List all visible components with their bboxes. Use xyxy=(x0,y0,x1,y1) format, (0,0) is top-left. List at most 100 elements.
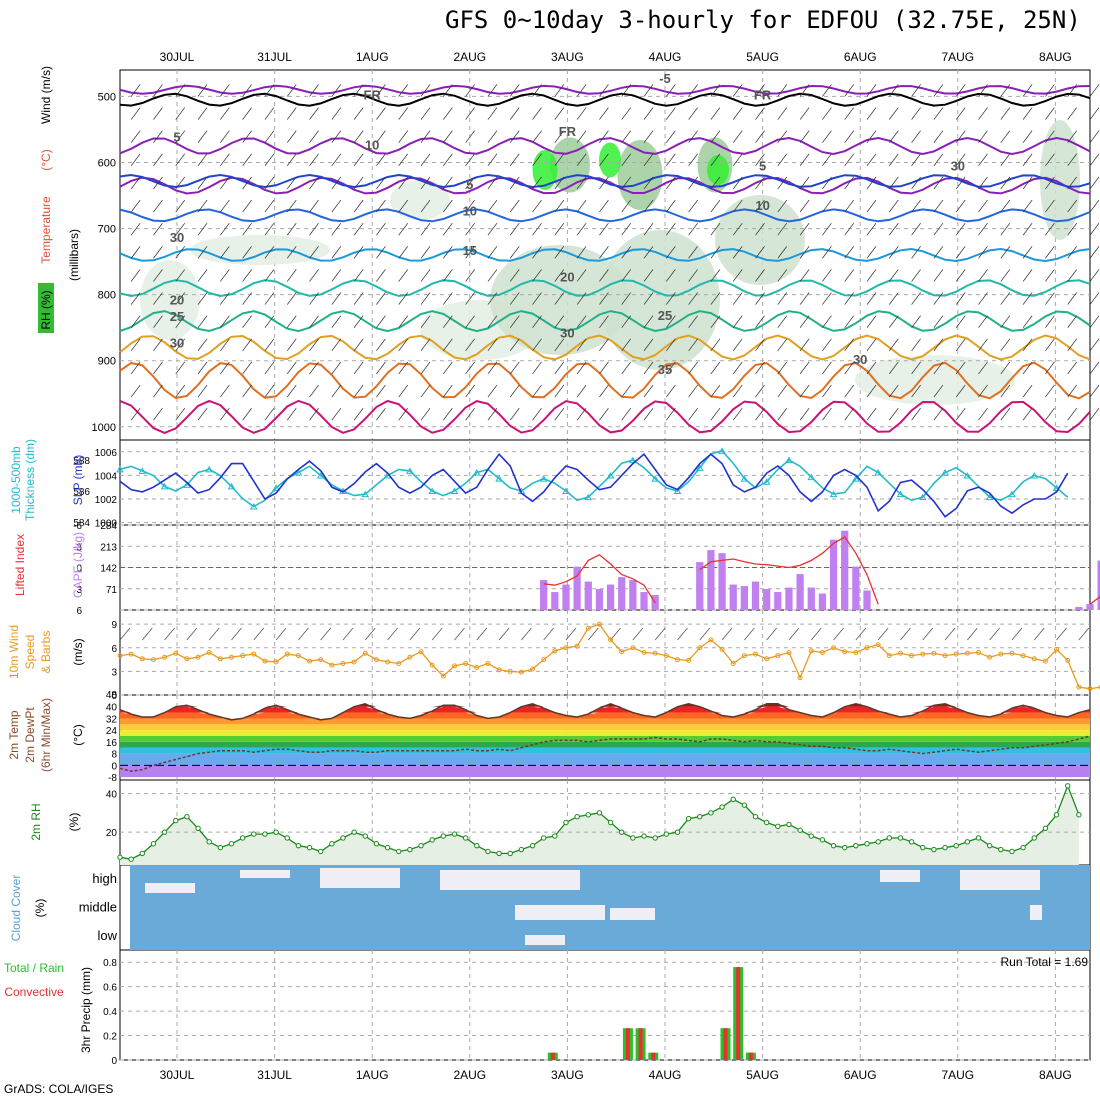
wind-barb xyxy=(933,107,944,120)
precip-convective-bar xyxy=(723,1028,728,1060)
wind-barb xyxy=(509,338,520,352)
rh-point xyxy=(920,844,926,851)
wind-speed-point xyxy=(351,659,357,665)
cloud-gap xyxy=(320,868,400,888)
wind-barb xyxy=(554,107,565,120)
wind-barb xyxy=(888,361,899,375)
wind-barb xyxy=(755,199,765,213)
thickness-point xyxy=(673,487,682,494)
rh-point xyxy=(741,802,748,808)
wind-barb xyxy=(1089,222,1100,236)
wind-barb xyxy=(844,384,855,398)
wind-barb xyxy=(376,199,386,213)
wind-barb xyxy=(710,107,721,120)
wind10m-axis-label-2: Speed xyxy=(23,635,37,670)
wind-barb xyxy=(331,292,342,305)
wind-barb xyxy=(710,246,721,259)
wind-barb xyxy=(688,361,698,375)
cape-tick-label: 142 xyxy=(100,564,117,575)
wind-barb xyxy=(309,361,319,375)
cloud-area xyxy=(130,865,1090,950)
wind-barb xyxy=(220,130,230,143)
cape-bar xyxy=(1097,560,1100,610)
wind-barb xyxy=(844,407,855,421)
wind-barb xyxy=(231,627,242,641)
wind-barb xyxy=(822,176,832,190)
li-tick-label: -3 xyxy=(73,542,82,553)
wind-barb xyxy=(398,338,409,352)
bottom-date-label: 31JUL xyxy=(257,1068,292,1082)
wind-barb xyxy=(220,84,230,97)
wind-barb xyxy=(866,384,877,398)
wind-barb xyxy=(197,292,208,305)
cape-bar xyxy=(551,592,559,610)
wind-speed-point xyxy=(663,653,669,659)
wind-speed-point xyxy=(630,645,636,651)
wind-barb xyxy=(264,361,275,375)
wind-speed-point xyxy=(396,661,402,667)
wind-barb xyxy=(955,199,966,213)
wind-speed-point xyxy=(262,658,268,664)
wind-barb xyxy=(933,407,944,421)
wind-barb xyxy=(197,130,208,143)
wind-barb xyxy=(264,269,275,282)
cape-bar xyxy=(640,592,648,610)
wind-barb xyxy=(643,130,654,143)
wind-speed-point xyxy=(964,650,970,656)
wind-barb xyxy=(1000,384,1011,398)
wind-barb xyxy=(242,407,252,421)
wind-barb xyxy=(398,222,409,236)
wind-barb xyxy=(888,384,899,398)
wind-barb xyxy=(509,246,520,259)
wind-barb xyxy=(978,130,988,143)
wind-barb xyxy=(699,627,711,641)
wind-barb xyxy=(242,269,252,282)
cape-bar xyxy=(584,581,592,610)
wind-barb xyxy=(175,269,186,282)
wind-speed-point xyxy=(117,653,123,659)
wind-barb xyxy=(1045,222,1055,236)
wind-barb xyxy=(710,407,721,421)
wind-barb xyxy=(376,407,386,421)
wind-barb xyxy=(1045,176,1055,190)
wind-barb xyxy=(777,269,788,282)
wind-barb xyxy=(175,107,186,120)
wind-barb xyxy=(420,384,431,398)
wind-barb xyxy=(331,384,342,398)
cape-bar xyxy=(1086,604,1094,610)
wind-barb xyxy=(888,153,899,167)
rh-point xyxy=(239,835,246,841)
wind-barb xyxy=(298,627,309,641)
isotherm-line xyxy=(119,176,1091,195)
wind-speed-point xyxy=(574,643,580,649)
wind-barb xyxy=(342,627,354,641)
rh-point xyxy=(195,825,201,831)
thickness-point xyxy=(918,493,927,501)
rh-point xyxy=(953,842,959,849)
contour-label: FR xyxy=(559,124,577,139)
wind-barb xyxy=(1067,292,1078,305)
cape-bar xyxy=(841,530,849,610)
wind-barb xyxy=(398,84,409,97)
wind-speed-point xyxy=(931,650,937,656)
wind-barb xyxy=(1000,269,1011,282)
wind-barb xyxy=(599,269,609,282)
wind-barb xyxy=(309,222,319,236)
rh-point xyxy=(262,831,268,837)
wind-barb xyxy=(309,246,319,259)
rh-point xyxy=(652,835,658,841)
wind-barb xyxy=(532,269,542,282)
bottom-date-label: 4AUG xyxy=(649,1068,682,1082)
wind-barb xyxy=(866,407,877,421)
wind-barb xyxy=(955,361,966,375)
thickness-point xyxy=(963,472,972,479)
wind-barb xyxy=(822,384,832,398)
wind-barb xyxy=(1033,627,1045,641)
wind-barb xyxy=(197,315,208,328)
wind-barb xyxy=(220,269,230,282)
wind-barb xyxy=(955,222,966,236)
temp-tick-label: 0 xyxy=(111,761,117,772)
precip-convective-bar xyxy=(638,1028,643,1060)
wind-barb xyxy=(621,130,632,143)
thickness-point xyxy=(985,493,994,501)
